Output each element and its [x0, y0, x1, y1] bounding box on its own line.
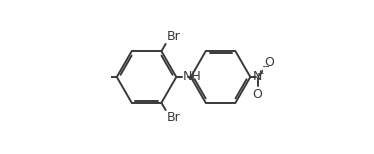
Text: NH: NH [183, 71, 202, 83]
Text: O: O [253, 87, 263, 101]
Text: Br: Br [166, 111, 180, 124]
Text: Br: Br [166, 30, 180, 43]
Text: +: + [256, 69, 263, 78]
Text: O: O [264, 57, 274, 69]
Text: −: − [262, 62, 270, 72]
Text: N: N [253, 71, 262, 83]
